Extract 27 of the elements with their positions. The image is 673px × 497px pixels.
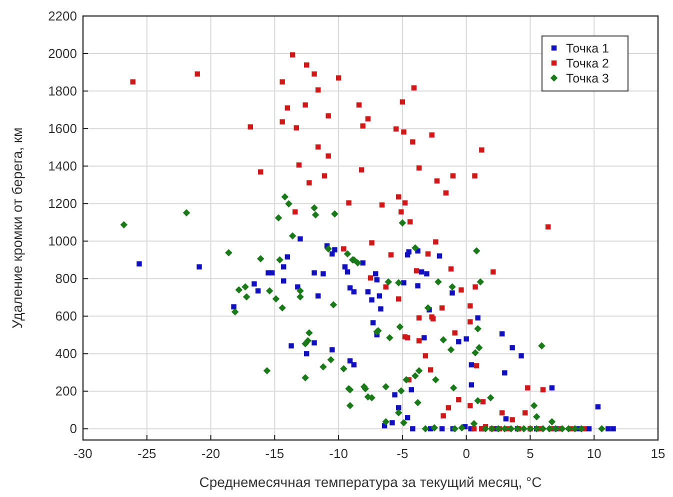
y-tick-label: 0 bbox=[70, 421, 77, 436]
x-tick-label: -20 bbox=[201, 446, 220, 461]
x-tick-label: 5 bbox=[526, 446, 534, 461]
y-tick-label: 800 bbox=[55, 271, 77, 286]
y-axis-title: Удаление кромки от берега, км bbox=[9, 127, 25, 329]
y-tick-label: 2000 bbox=[48, 46, 77, 62]
y-tick-label: 1000 bbox=[48, 234, 77, 249]
y-tick-label: 1600 bbox=[48, 121, 77, 136]
y-tick-label: 600 bbox=[55, 308, 77, 324]
y-tick-label: 1800 bbox=[48, 84, 77, 99]
legend-label: Точка 2 bbox=[566, 56, 610, 70]
x-tick-label: 15 bbox=[650, 446, 666, 461]
y-tick-label: 400 bbox=[55, 346, 77, 362]
x-tick-label: -25 bbox=[137, 446, 156, 461]
x-tick-label: -30 bbox=[74, 446, 92, 461]
x-tick-label: 10 bbox=[586, 446, 602, 461]
y-tick-label: 2200 bbox=[48, 8, 77, 24]
y-tick-label: 1200 bbox=[48, 196, 77, 212]
y-tick-label: 1400 bbox=[48, 158, 77, 174]
x-tick-label: -10 bbox=[329, 446, 348, 461]
legend-label: Точка 3 bbox=[566, 72, 610, 86]
x-tick-label: -15 bbox=[265, 446, 284, 461]
x-tick-label: -5 bbox=[396, 446, 408, 461]
x-axis-title: Среднемесячная температура за текущий месяц, °C bbox=[199, 474, 542, 490]
x-tick-label: 0 bbox=[462, 446, 470, 461]
y-tick-label: 200 bbox=[55, 384, 77, 399]
legend-label: Точка 1 bbox=[566, 42, 610, 56]
